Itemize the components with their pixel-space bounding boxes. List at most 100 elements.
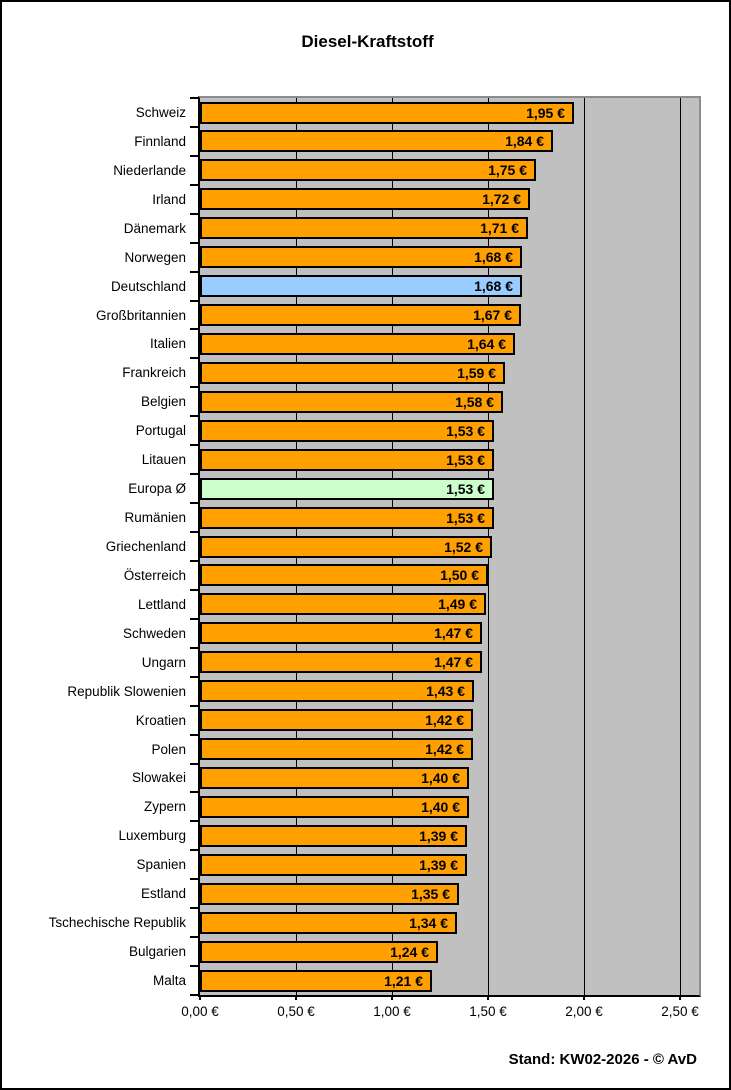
bar-finnland: 1,84 € [200,130,553,153]
bar-value-label: 1,40 € [421,770,460,787]
category-axis-tick [190,184,198,186]
bar-value-label: 1,47 € [434,625,473,642]
category-label: Portugal [135,423,186,439]
bar-estland: 1,35 € [200,882,459,905]
value-axis-tick [487,995,489,1000]
bar-value-label: 1,49 € [438,596,477,613]
category-label: Litauen [141,452,186,468]
bar-griechenland: 1,52 € [200,535,492,558]
bar-value-label: 1,53 € [446,451,485,468]
bar-value-label: 1,21 € [384,972,423,989]
bar-value-label: 1,35 € [411,885,450,902]
bar-norwegen: 1,68 € [200,246,522,269]
bar-value-label: 1,53 € [446,509,485,526]
category-label: Finnland [134,133,186,149]
value-axis-tick [295,995,297,1000]
category-axis-tick [190,213,198,215]
plot-area: 1,95 € 1,84 € 1,75 € 1,72 € 1,71 € 1,68 € 1,68… [198,96,701,997]
category-label: Zypern [143,799,186,815]
bar-gro-britannien: 1,67 € [200,304,521,327]
bar-zypern: 1,40 € [200,795,469,818]
bar-malta: 1,21 € [200,969,432,992]
category-axis-tick [190,820,198,822]
value-axis-label: 1,00 € [373,1004,411,1019]
category-axis-tick [190,791,198,793]
bar-luxemburg: 1,39 € [200,824,467,847]
category-label: Griechenland [105,538,186,554]
category-label: Schweiz [135,104,186,120]
bar-value-label: 1,64 € [467,335,506,352]
category-axis-labels: Schweiz Finnland Niederlande Irland Dänemark… [2,98,186,995]
category-label: Lettland [137,596,186,612]
category-label: Ungarn [141,654,186,670]
bar-value-label: 1,95 € [526,104,565,121]
category-axis-tick [190,126,198,128]
bar-value-label: 1,84 € [505,133,544,150]
bar-value-label: 1,47 € [434,654,473,671]
footer-stand-note: Stand: KW02-2026 - © AvD [508,1051,697,1068]
bar-litauen: 1,53 € [200,448,494,471]
category-axis-tick [190,531,198,533]
category-label: Schweden [122,625,186,641]
value-axis-tick [679,995,681,1000]
bar-europa-: 1,53 € [200,477,494,500]
bar-value-label: 1,39 € [419,827,458,844]
bar--sterreich: 1,50 € [200,564,488,587]
value-axis-label: 1,50 € [469,1004,507,1019]
value-axis-tick [199,995,201,1000]
category-label: Rumänien [124,510,186,526]
gridline [584,98,585,995]
value-axis-tick [391,995,393,1000]
category-label: Malta [152,973,186,989]
category-axis-tick [190,386,198,388]
category-axis-tick [190,357,198,359]
category-axis-tick [190,473,198,475]
category-label: Irland [152,191,186,207]
category-label: Italien [149,336,186,352]
category-label: Österreich [123,567,186,583]
category-label: Spanien [136,857,186,873]
bar-rum-nien: 1,53 € [200,506,494,529]
bar-schweiz: 1,95 € [200,101,574,124]
category-axis-tick [190,271,198,273]
category-axis-tick [190,415,198,417]
bar-slowakei: 1,40 € [200,767,469,790]
bar-polen: 1,42 € [200,738,473,761]
bar-value-label: 1,42 € [425,712,464,729]
category-label: Republik Slowenien [67,683,186,699]
category-label: Niederlande [113,162,186,178]
bar-niederlande: 1,75 € [200,159,536,182]
bar-value-label: 1,52 € [444,538,483,555]
bar-deutschland: 1,68 € [200,275,522,298]
category-axis-tick [190,734,198,736]
bar-value-label: 1,59 € [457,364,496,381]
category-label: Deutschland [110,278,186,294]
bar-schweden: 1,47 € [200,622,482,645]
category-label: Tschechische Republik [48,915,186,931]
bar-value-label: 1,24 € [390,943,429,960]
value-axis-label: 2,50 € [661,1004,699,1019]
value-axis-label: 0,50 € [277,1004,315,1019]
value-axis-label: 0,00 € [181,1004,219,1019]
bar-d-nemark: 1,71 € [200,217,528,240]
bar-value-label: 1,50 € [440,567,479,584]
bar-value-label: 1,58 € [455,393,494,410]
category-axis-tick [190,936,198,938]
category-axis-tick [190,878,198,880]
category-label: Polen [151,741,186,757]
bar-value-label: 1,39 € [419,856,458,873]
category-axis-tick [190,97,198,99]
value-axis-label: 2,00 € [565,1004,603,1019]
category-label: Kroatien [135,712,186,728]
category-axis-tick [190,502,198,504]
gridline [680,98,681,995]
chart-title: Diesel-Kraftstoff [301,32,434,51]
bar-italien: 1,64 € [200,332,515,355]
category-axis-tick [190,994,198,996]
bar-value-label: 1,68 € [474,249,513,266]
category-axis-tick [190,907,198,909]
bar-portugal: 1,53 € [200,419,494,442]
category-label: Großbritannien [95,307,186,323]
bar-value-label: 1,53 € [446,480,485,497]
